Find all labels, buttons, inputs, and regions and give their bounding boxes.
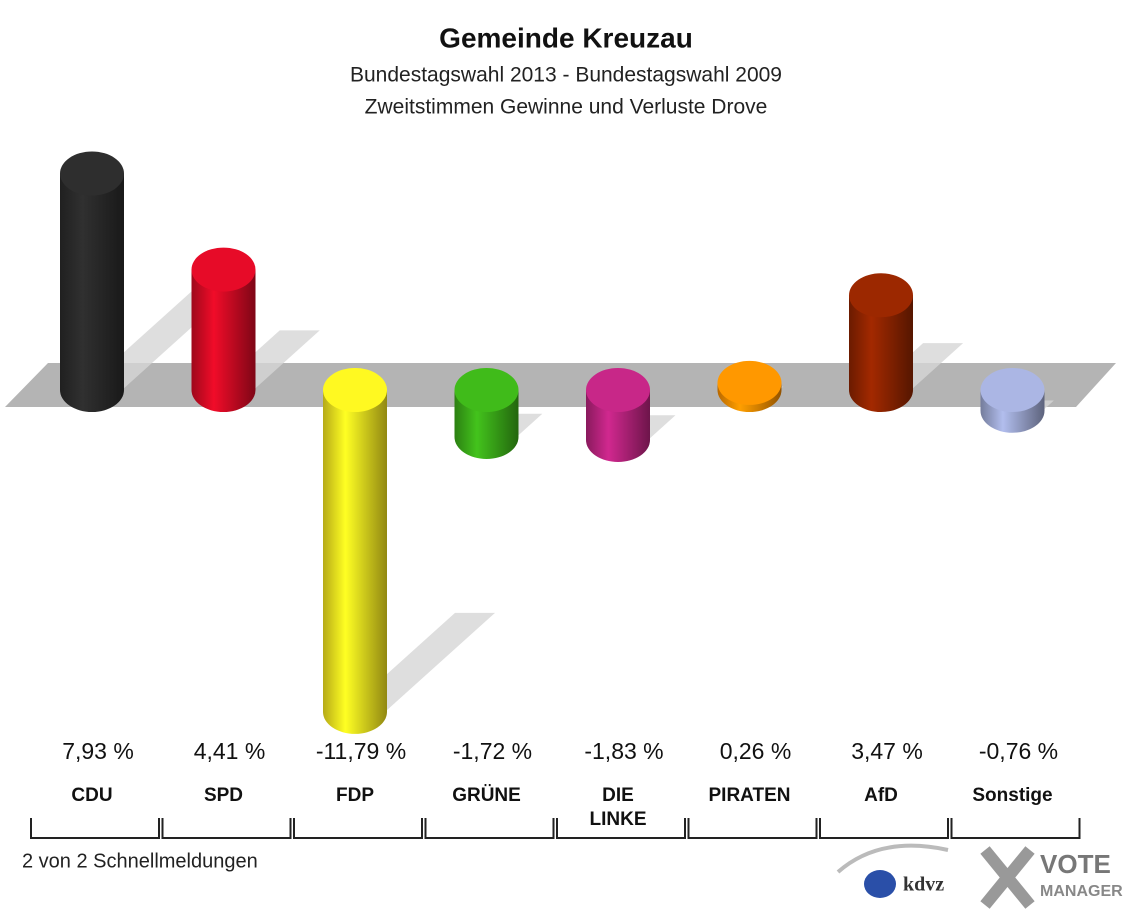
bar — [191, 247, 256, 412]
logo-text: VOTE — [1040, 849, 1111, 879]
category-bracket — [30, 818, 160, 839]
bar — [323, 368, 387, 734]
category-bracket — [293, 818, 423, 839]
logo-swoosh — [836, 843, 949, 874]
bar-top — [980, 368, 1045, 412]
value-label: 7,93 % — [62, 738, 134, 764]
footer: 2 von 2 Schnellmeldungen — [22, 850, 258, 872]
bar-top — [717, 360, 782, 405]
bar — [60, 151, 124, 412]
bar — [849, 273, 913, 412]
bar — [454, 368, 519, 459]
value-label: -1,72 % — [453, 738, 532, 764]
bar-body — [323, 390, 387, 712]
value-label: 4,41 % — [194, 738, 266, 764]
category-label: Sonstige — [972, 785, 1053, 806]
value-label: 3,47 % — [851, 738, 923, 764]
category-label: PIRATEN — [708, 785, 791, 806]
logo-x — [980, 846, 1035, 909]
category-bracket — [424, 818, 555, 839]
value-label: -1,83 % — [584, 738, 663, 764]
bar — [586, 368, 650, 462]
bar-top — [191, 247, 256, 292]
bar-top — [454, 368, 519, 412]
bar-body — [60, 173, 124, 390]
category-label: SPD — [203, 785, 244, 806]
value-label: -0,76 % — [979, 738, 1058, 764]
category-label: DIE LINKE — [589, 785, 647, 830]
category-bracket — [161, 818, 292, 839]
category-bracket — [819, 818, 949, 839]
value-label: 0,26 % — [720, 738, 792, 764]
chart-subtitle: Zweitstimmen Gewinne und Verluste Drove — [365, 96, 768, 119]
category-bracket — [687, 818, 818, 839]
bar-top — [323, 368, 387, 412]
category-label: GRÜNE — [452, 785, 521, 806]
bar — [717, 360, 782, 412]
logo-text: kdvz — [903, 874, 944, 896]
chart-title: Gemeinde Kreuzau — [439, 22, 693, 53]
bar — [980, 368, 1045, 433]
value-label: -11,79 % — [316, 738, 406, 764]
bar-top — [586, 368, 650, 412]
zero-plane — [5, 363, 1116, 407]
category-label: CDU — [71, 785, 113, 806]
bar-top — [60, 151, 124, 196]
category-label: AfD — [864, 785, 898, 806]
logo-text: MANAGER — [1040, 883, 1123, 900]
chart-subtitle: Bundestagswahl 2013 - Bundestagswahl 200… — [350, 64, 782, 87]
category-label: FDP — [336, 785, 374, 806]
bar-top — [849, 273, 913, 318]
category-bracket — [950, 818, 1081, 839]
category-bracket — [556, 818, 686, 839]
logo-dot — [864, 870, 896, 898]
